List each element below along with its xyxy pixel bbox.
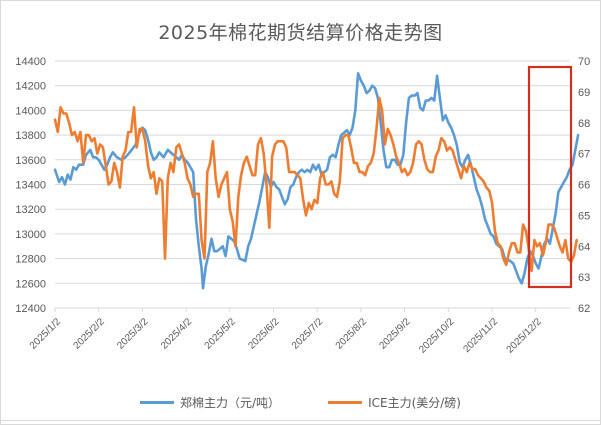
highlight-box — [527, 65, 573, 289]
y-right-tick-label: 67 — [578, 149, 590, 161]
y-right-tick-label: 66 — [578, 180, 590, 192]
y-right-tick-label: 62 — [578, 303, 590, 315]
x-tick-label: 2025/12/2 — [505, 316, 545, 356]
legend-divider — [0, 420, 601, 421]
legend-item-ice: ICE主力(美分/磅) — [328, 394, 461, 411]
y-left-tick-label: 13200 — [15, 204, 46, 216]
x-tick-label: 2025/11/2 — [461, 316, 500, 355]
x-tick-label: 2025/7/2 — [290, 316, 326, 352]
x-axis-ticks: 2025/1/2 2025/2/2 2025/3/2 2025/4/2 2025/5/2… — [28, 308, 544, 356]
series-line-zce — [53, 72, 580, 290]
y-right-tick-label: 64 — [578, 241, 590, 253]
legend-label-zce: 郑棉主力（元/吨） — [180, 396, 281, 410]
legend-label-ice: ICE主力(美分/磅) — [368, 396, 461, 410]
y-right-tick-label: 70 — [578, 56, 590, 68]
legend-item-zce: 郑棉主力（元/吨） — [140, 394, 280, 411]
x-tick-label: 2025/6/2 — [246, 316, 282, 352]
series-line-ice — [53, 96, 578, 273]
y-left-tick-label: 13000 — [15, 229, 46, 241]
y-axis-left-ticks: 14400 14200 14000 13800 13600 13400 13200 13000… — [15, 56, 46, 315]
x-tick-label: 2025/10/2 — [417, 316, 457, 356]
x-tick-label: 2025/8/2 — [334, 316, 370, 352]
y-left-tick-label: 14000 — [15, 105, 46, 117]
x-tick-label: 2025/9/2 — [377, 316, 413, 352]
y-left-tick-label: 14400 — [15, 56, 46, 68]
legend-swatch-ice — [328, 401, 363, 404]
y-left-tick-label: 14200 — [15, 81, 46, 93]
x-tick-label: 2025/4/2 — [159, 316, 195, 352]
y-right-tick-label: 68 — [578, 118, 590, 130]
y-right-tick-label: 65 — [578, 210, 590, 222]
legend: 郑棉主力（元/吨） ICE主力(美分/磅) — [0, 394, 601, 411]
x-tick-label: 2025/1/2 — [28, 316, 64, 352]
chart-title: 2025年棉花期货结算价格走势图 — [158, 22, 443, 44]
gridlines — [55, 60, 570, 309]
x-tick-label: 2025/3/2 — [115, 316, 151, 352]
y-axis-right-ticks: 70 69 68 67 66 65 64 63 62 — [578, 56, 590, 315]
y-left-tick-label: 12800 — [15, 254, 46, 266]
y-left-tick-label: 13800 — [15, 130, 46, 142]
y-right-tick-label: 69 — [578, 87, 590, 99]
y-left-tick-label: 12600 — [15, 278, 46, 290]
y-left-tick-label: 13600 — [15, 155, 46, 167]
y-left-tick-label: 12400 — [15, 303, 46, 315]
legend-swatch-zce — [140, 401, 175, 404]
y-left-tick-label: 13400 — [15, 180, 46, 192]
y-right-tick-label: 63 — [578, 272, 590, 284]
x-tick-label: 2025/5/2 — [203, 316, 239, 352]
x-tick-label: 2025/2/2 — [72, 316, 108, 352]
